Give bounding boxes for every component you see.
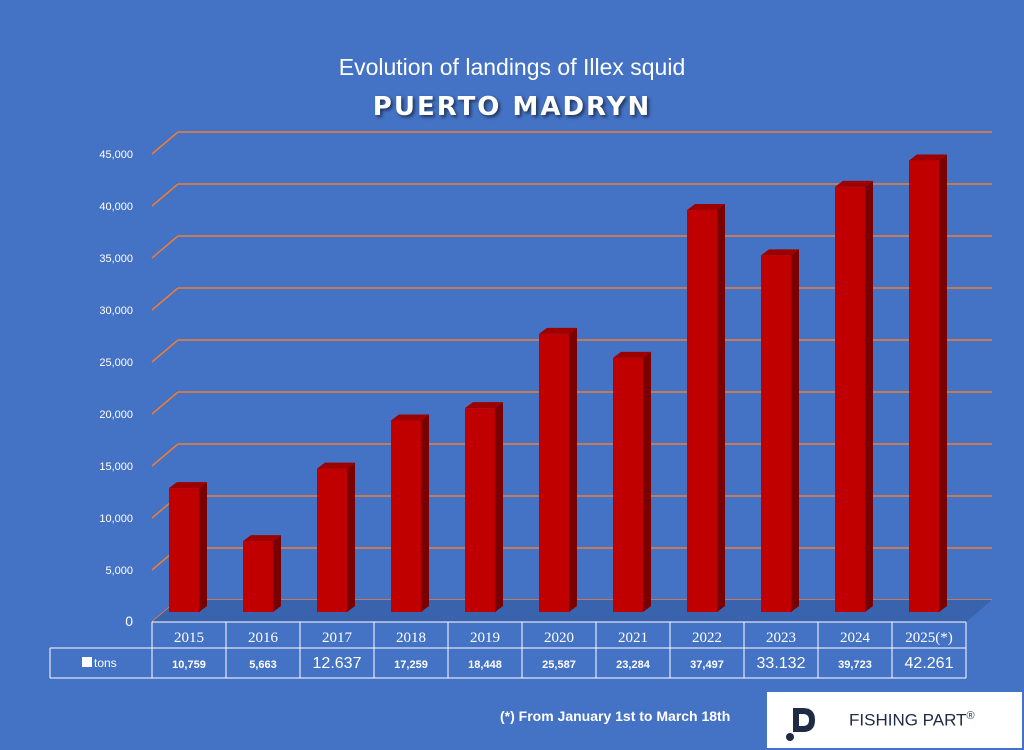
bar-side xyxy=(273,535,281,612)
bar xyxy=(761,255,791,613)
bar xyxy=(317,468,347,612)
bar-side xyxy=(421,414,429,612)
y-tick-label: 40,000 xyxy=(99,201,133,213)
bar xyxy=(687,210,717,613)
bar-top xyxy=(317,462,355,469)
gridline-side xyxy=(151,391,179,415)
x-tick-label: 2018 xyxy=(396,630,426,646)
data-value-label: 18,448 xyxy=(468,659,502,671)
x-tick-label: 2024 xyxy=(840,630,871,646)
brand-name: FISHING PART® xyxy=(849,710,975,730)
data-value-label: 39,723 xyxy=(838,659,872,671)
chart-title: Evolution of landings of Illex squid xyxy=(338,54,686,80)
x-tick-label: 2022 xyxy=(692,630,722,646)
data-value-label: 25,587 xyxy=(542,659,576,671)
x-tick-label: 2021 xyxy=(618,630,648,646)
bar-top xyxy=(909,154,947,161)
bar-side xyxy=(347,462,355,612)
gridline-side xyxy=(151,339,179,363)
bar xyxy=(539,333,569,612)
bar-side xyxy=(717,204,725,613)
legend-label: tons xyxy=(94,656,117,670)
gridline-side xyxy=(151,443,179,467)
gridline-side xyxy=(151,235,179,259)
x-tick-label: 2019 xyxy=(470,630,500,646)
fishing-part-logo-icon xyxy=(786,708,815,741)
data-value-label: 12.637 xyxy=(313,655,362,672)
bar xyxy=(391,420,421,612)
y-tick-label: 30,000 xyxy=(99,305,133,317)
y-tick-label: 20,000 xyxy=(99,409,133,421)
footnote: (*) From January 1st to March 18th xyxy=(500,708,731,724)
bar-side xyxy=(939,154,947,612)
y-tick-label: 15,000 xyxy=(99,461,133,473)
x-tick-label: 2023 xyxy=(766,630,796,646)
data-value-label: 23,284 xyxy=(616,659,651,671)
bar xyxy=(613,357,643,612)
bar xyxy=(909,160,939,612)
data-value-label: 37,497 xyxy=(690,659,724,671)
bar-side xyxy=(199,482,207,612)
chart-subtitle: PUERTO MADRYN xyxy=(372,92,652,122)
y-tick-label: 35,000 xyxy=(99,253,133,265)
x-tick-label: 2020 xyxy=(544,630,574,646)
y-tick-label: 0 xyxy=(125,613,133,629)
gridline-side xyxy=(151,183,179,207)
legend-swatch xyxy=(82,657,92,667)
x-tick-label: 2016 xyxy=(248,630,279,646)
bar-side xyxy=(643,351,651,612)
bar-top xyxy=(169,482,207,489)
bar-top xyxy=(687,204,725,211)
bar-side xyxy=(865,180,873,612)
y-tick-label: 5,000 xyxy=(105,565,133,577)
bar-top xyxy=(465,402,503,409)
gridline-side xyxy=(151,287,179,311)
data-value-label: 10,759 xyxy=(172,659,206,671)
gridline-side xyxy=(151,131,179,155)
bar-top xyxy=(835,180,873,187)
y-tick-label: 45,000 xyxy=(99,149,133,161)
x-tick-label: 2015 xyxy=(174,630,204,646)
bar-side xyxy=(495,402,503,612)
x-tick-label: 2017 xyxy=(322,630,353,646)
bar xyxy=(169,488,199,612)
bar xyxy=(835,186,865,612)
bar xyxy=(243,541,273,612)
bar-top xyxy=(761,249,799,256)
data-value-label: 33.132 xyxy=(757,655,806,672)
bar-side xyxy=(569,327,577,612)
bar-side xyxy=(791,249,799,613)
data-value-label: 5,663 xyxy=(249,659,277,671)
x-tick-label: 2025(*) xyxy=(905,630,953,646)
bar-top xyxy=(391,414,429,421)
bar-top xyxy=(613,351,651,358)
data-value-label: 42.261 xyxy=(905,655,954,672)
bar xyxy=(465,408,495,612)
bar-top xyxy=(243,535,281,542)
bar-top xyxy=(539,327,577,334)
data-value-label: 17,259 xyxy=(394,659,428,671)
y-tick-label: 25,000 xyxy=(99,357,133,369)
bar-chart: 0 5,000 10,000 15,000 20,000 25,000 30,000 35,0… xyxy=(49,131,992,679)
brand-box: FISHING PART® xyxy=(767,692,1022,748)
y-tick-label: 10,000 xyxy=(99,513,133,525)
